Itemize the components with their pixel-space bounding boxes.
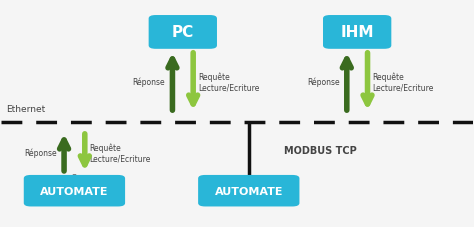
Text: MODBUS TCP: MODBUS TCP	[284, 145, 357, 155]
Text: Requête
Lecture/Ecriture: Requête Lecture/Ecriture	[372, 72, 434, 92]
Text: AUTOMATE: AUTOMATE	[40, 186, 109, 196]
FancyBboxPatch shape	[198, 175, 300, 207]
Text: Requête
Lecture/Ecriture: Requête Lecture/Ecriture	[198, 72, 259, 92]
Text: Réponse: Réponse	[133, 77, 165, 87]
FancyBboxPatch shape	[24, 175, 125, 207]
Text: PC: PC	[172, 25, 194, 40]
FancyBboxPatch shape	[149, 16, 217, 49]
Text: Ethernet: Ethernet	[6, 105, 46, 114]
Text: Réponse: Réponse	[24, 148, 57, 158]
Text: IHM: IHM	[340, 25, 374, 40]
Text: Réponse: Réponse	[307, 77, 340, 87]
Text: AUTOMATE: AUTOMATE	[215, 186, 283, 196]
Text: Requête
Lecture/Ecriture: Requête Lecture/Ecriture	[90, 143, 151, 163]
FancyBboxPatch shape	[323, 16, 392, 49]
